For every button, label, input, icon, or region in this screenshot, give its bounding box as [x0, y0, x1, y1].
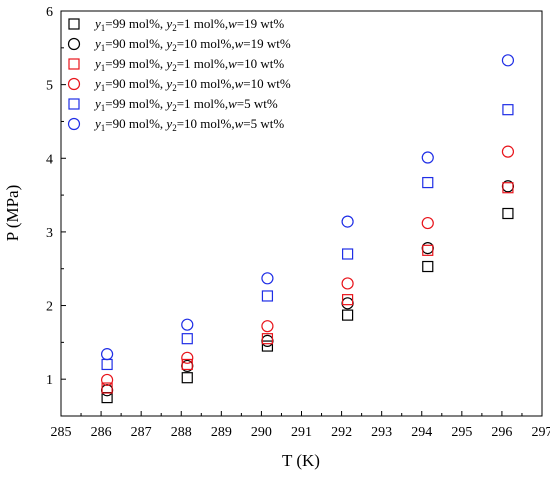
- x-tick-label: 292: [331, 425, 352, 440]
- data-point: [100, 373, 114, 387]
- x-tick-label: 285: [51, 425, 72, 440]
- x-tick-label: 286: [91, 425, 112, 440]
- legend: y1=99 mol%, y2=1 mol%,w=19 wt% y1=90 mol%…: [67, 16, 291, 133]
- y-tick-label: 1: [46, 373, 53, 388]
- data-point: [421, 242, 434, 255]
- data-point: [341, 277, 354, 290]
- legend-marker: [67, 37, 81, 51]
- y-tick-label: 5: [46, 79, 53, 94]
- data-point: [181, 318, 194, 331]
- data-point: [261, 333, 274, 345]
- legend-entry-5: y1=99 mol%, y2=1 mol%,w=5 wt%: [68, 96, 278, 113]
- data-point: [341, 297, 354, 310]
- data-point: [422, 244, 434, 256]
- legend-marker: [68, 18, 80, 30]
- data-point: [181, 358, 193, 371]
- data-point: [261, 340, 274, 352]
- data-point: [421, 151, 434, 164]
- y-tick-label: 6: [46, 5, 53, 20]
- data-point: [341, 215, 354, 228]
- y-tick-label: 4: [46, 152, 53, 167]
- x-tick-label: 296: [491, 425, 512, 440]
- data-point: [181, 372, 193, 384]
- y-axis: 1 2 3 4 5 6: [46, 5, 66, 417]
- x-tick-label: 289: [211, 425, 232, 440]
- legend-entry-1: y1=99 mol%, y2=1 mol%,w=19 wt%: [68, 16, 284, 33]
- legend-label: y1=90 mol%, y2=10 mol%,w=5 wt%: [93, 116, 284, 133]
- y-tick-label: 3: [46, 226, 53, 241]
- plot-frame: [60, 10, 543, 417]
- x-axis-label: T (K): [282, 451, 320, 470]
- series-3: [101, 182, 514, 394]
- legend-label: y1=90 mol%, y2=10 mol%,w=19 wt%: [93, 36, 291, 53]
- x-tick-label: 295: [451, 425, 472, 440]
- data-point: [261, 320, 274, 333]
- series-4: [100, 145, 515, 387]
- x-tick-label: 290: [251, 425, 272, 440]
- y-axis-label: P (MPa): [3, 185, 22, 242]
- series-1: [101, 207, 514, 404]
- legend-marker: [67, 77, 81, 91]
- data-point: [181, 351, 194, 364]
- legend-marker: [68, 98, 80, 110]
- legend-label: y1=90 mol%, y2=10 mol%,w=10 wt%: [93, 76, 291, 93]
- legend-entry-4: y1=90 mol%, y2=10 mol%,w=10 wt%: [67, 76, 291, 93]
- x-tick-label: 287: [131, 425, 152, 440]
- legend-entry-3: y1=99 mol%, y2=1 mol%,w=10 wt%: [68, 56, 284, 73]
- legend-entry-6: y1=90 mol%, y2=10 mol%,w=5 wt%: [67, 116, 284, 133]
- data-point: [181, 333, 193, 345]
- data-point: [100, 384, 114, 397]
- legend-marker: [68, 58, 80, 70]
- y-tick-label: 2: [46, 300, 53, 315]
- data-series: [100, 54, 515, 404]
- x-tick-label: 297: [532, 425, 550, 440]
- x-axis: 285 286 287 288 289 290 291 292 293 294 295 296 297: [51, 411, 550, 440]
- data-point: [422, 260, 434, 273]
- x-tick-label: 288: [171, 425, 192, 440]
- data-point: [421, 216, 434, 230]
- data-point: [502, 207, 514, 220]
- legend-marker: [67, 117, 81, 131]
- data-point: [101, 358, 113, 371]
- data-point: [101, 382, 113, 394]
- legend-label: y1=99 mol%, y2=1 mol%,w=5 wt%: [93, 96, 278, 113]
- legend-entry-2: y1=90 mol%, y2=10 mol%,w=19 wt%: [67, 36, 291, 53]
- data-point: [341, 309, 354, 321]
- series-6: [100, 54, 515, 361]
- data-point: [261, 290, 274, 302]
- x-tick-label: 293: [371, 425, 392, 440]
- data-point: [502, 182, 514, 194]
- series-5: [101, 104, 514, 371]
- data-point: [501, 145, 515, 158]
- x-tick-label: 294: [411, 425, 432, 440]
- data-point: [341, 248, 354, 260]
- data-point: [501, 54, 515, 67]
- data-point: [341, 294, 354, 306]
- data-point: [422, 176, 434, 189]
- legend-label: y1=99 mol%, y2=1 mol%,w=19 wt%: [93, 16, 284, 33]
- data-point: [261, 272, 274, 285]
- data-point: [100, 348, 114, 361]
- x-tick-label: 291: [291, 425, 312, 440]
- data-point: [502, 104, 514, 116]
- legend-label: y1=99 mol%, y2=1 mol%,w=10 wt%: [93, 56, 284, 73]
- series-2: [100, 180, 515, 397]
